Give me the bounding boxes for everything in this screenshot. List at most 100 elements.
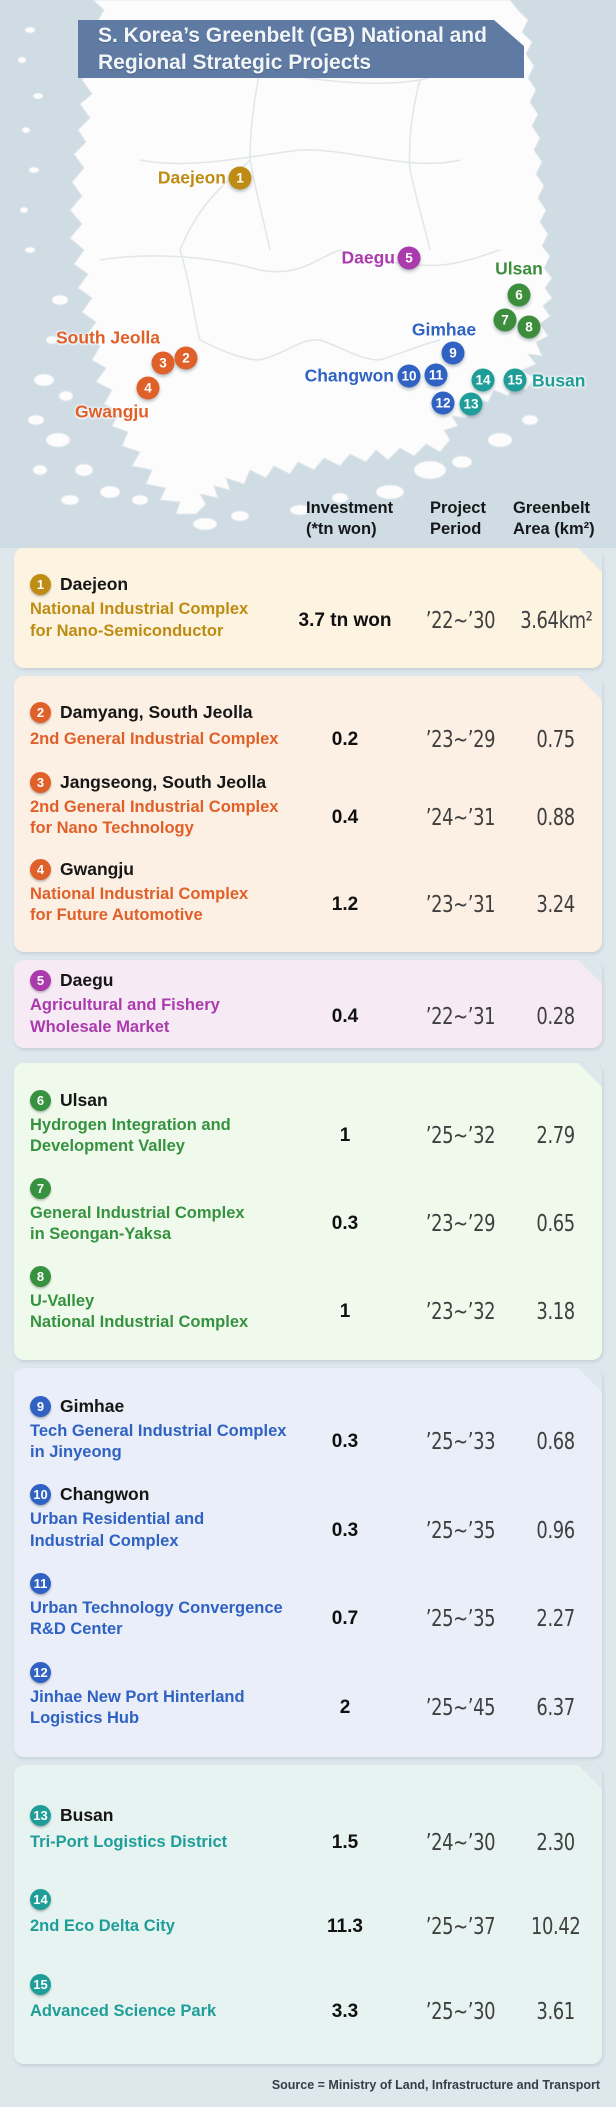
project-row-header: 2 Damyang, South Jeolla [30,701,602,723]
header-project-period: Project Period [430,499,486,538]
table-column-headers: Investment (*tn won) Project Period Gree… [0,498,616,546]
project-city-name: Gwangju [60,859,134,880]
project-row-header: 15 [30,1973,602,1995]
investment-value: 1 [339,1124,351,1146]
project-description: National Industrial Complex for Nano-Semi… [30,600,249,640]
project-row: 2 Damyang, South Jeolla 2nd General Indu… [30,701,596,753]
project-description: Urban Residential and Industrial Complex [30,1510,205,1550]
map-marker-badge: 6 [507,283,531,307]
project-rows: 2 Damyang, South Jeolla 2nd General Indu… [14,676,602,952]
project-rows: 1 Daejeon National Industrial Complex for… [14,548,602,668]
project-row-header: 3 Jangseong, South Jeolla [30,772,602,794]
map-marker-badge: 14 [471,368,495,392]
project-group-card: 5 Daegu Agricultural and Fishery Wholesal… [14,960,602,1048]
project-row: 4 Gwangju National Industrial Complex for… [30,859,596,926]
map-city-label: Gimhae [411,319,477,340]
investment-value: 1.5 [331,1831,359,1853]
map-city-label: South Jeolla [55,327,161,348]
project-rows: 5 Daegu Agricultural and Fishery Wholesal… [14,960,602,1048]
investment-value: 3.3 [331,2000,359,2022]
project-group-card: 6 Ulsan Hydrogen Integration and Developm… [14,1063,602,1360]
project-city-name: Jangseong, South Jeolla [60,772,267,793]
investment-value: 0.3 [331,1430,359,1452]
project-row: 12 Jinhae New Port Hinterland Logistics H… [30,1662,596,1729]
project-city-name: Busan [60,1804,114,1825]
project-rows: 13 Busan Tri-Port Logistics District 1.5… [14,1765,602,2064]
card-bevel-corner [578,1368,602,1392]
project-city-name: Changwon [60,1484,150,1505]
project-row-header: 11 [30,1573,602,1595]
project-group-card: 2 Damyang, South Jeolla 2nd General Indu… [14,676,602,952]
project-row-header: 8 [30,1265,602,1287]
project-group-card: 1 Daejeon National Industrial Complex for… [14,548,602,668]
investment-value: 0.4 [331,807,359,829]
project-period-value: ’23~’29 [425,726,495,753]
islands [17,26,539,531]
investment-value: 3.7 tn won [298,609,392,631]
project-city-name: Daegu [60,970,114,991]
project-description: National Industrial Complex for Future Au… [30,885,249,925]
project-row: 7 General Industrial Complex in Seongan-Y… [30,1177,596,1245]
project-period-value: ’25~’37 [425,1914,495,1940]
map-marker-badge: 7 [493,308,517,332]
project-group-card: 13 Busan Tri-Port Logistics District 1.5… [14,1765,602,2064]
project-period-value: ’25~’45 [425,1695,495,1722]
project-number-badge: 10 [30,1484,51,1506]
project-row: 11 Urban Technology Convergence R&D Cente… [30,1573,596,1640]
map-marker-badge: 11 [424,363,448,387]
project-period-value: ’23~’29 [425,1210,495,1237]
project-number-badge: 4 [30,859,51,881]
map-city-label: Daegu [341,247,395,268]
project-description: Advanced Science Park [30,2001,217,2020]
investment-value: 11.3 [327,1916,363,1937]
project-row: 3 Jangseong, South Jeolla 2nd General In… [30,772,596,839]
greenbelt-area-value: 2.27 [536,1606,576,1633]
project-period-value: ’25~’32 [425,1122,495,1149]
map-marker-badge: 3 [151,351,175,375]
card-bevel-corner [578,1063,602,1087]
greenbelt-area-value: 10.42 [531,1914,581,1940]
project-number-badge: 13 [30,1804,51,1826]
title-line-2: Regional Strategic Projects [98,51,372,74]
project-period-value: ’22~’31 [425,1003,495,1030]
project-number-badge: 2 [30,701,51,723]
greenbelt-area-value: 3.64km² [520,607,593,634]
project-period-value: ’22~’30 [425,607,495,634]
project-group-card: 9 Gimhae Tech General Industrial Complex… [14,1368,602,1757]
greenbelt-area-value: 0.96 [536,1517,576,1544]
project-row: 13 Busan Tri-Port Logistics District 1.5… [30,1804,596,1856]
project-row: 15 Advanced Science Park 3.3 ’25~’30 3.6… [30,1973,596,2025]
project-row: 9 Gimhae Tech General Industrial Complex… [30,1395,596,1463]
map-marker-badge: 13 [459,392,483,416]
project-period-value: ’24~’31 [425,805,495,832]
project-description: Tech General Industrial Complex in Jinyeo… [30,1421,287,1461]
project-row: 10 Changwon Urban Residential and Industr… [30,1484,596,1551]
project-rows: 6 Ulsan Hydrogen Integration and Developm… [14,1063,602,1360]
project-number-badge: 15 [30,1973,51,1995]
project-row-header: 14 [30,1889,602,1910]
map-marker-badge: 10 [397,364,421,388]
title-line-1: S. Korea’s Greenbelt (GB) National and [98,24,487,47]
investment-value: 2 [339,1697,351,1719]
project-description: Agricultural and Fishery Wholesale Market [30,996,220,1036]
project-city-name: Ulsan [60,1089,108,1110]
map-marker-badge: 2 [174,346,198,370]
project-rows: 9 Gimhae Tech General Industrial Complex… [14,1368,602,1757]
project-row-header: 10 Changwon [30,1484,602,1506]
greenbelt-area-value: 0.68 [536,1428,576,1455]
project-row: 5 Daegu Agricultural and Fishery Wholesal… [30,970,596,1037]
map-city-label: Daejeon [157,167,226,188]
project-number-badge: 7 [30,1177,51,1199]
project-number-badge: 9 [30,1395,51,1417]
project-description: Urban Technology Convergence R&D Center [30,1599,283,1639]
investment-value: 0.3 [331,1212,359,1234]
project-period-value: ’23~’31 [425,892,495,919]
project-description: Tri-Port Logistics District [30,1832,228,1851]
project-row-header: 5 Daegu [30,970,602,992]
map-marker-badge: 15 [503,368,527,392]
project-description: Jinhae New Port Hinterland Logistics Hub [30,1688,245,1728]
project-number-badge: 1 [30,574,51,596]
project-number-badge: 5 [30,970,51,992]
card-bevel-corner [578,960,602,984]
greenbelt-area-value: 6.37 [536,1695,576,1722]
